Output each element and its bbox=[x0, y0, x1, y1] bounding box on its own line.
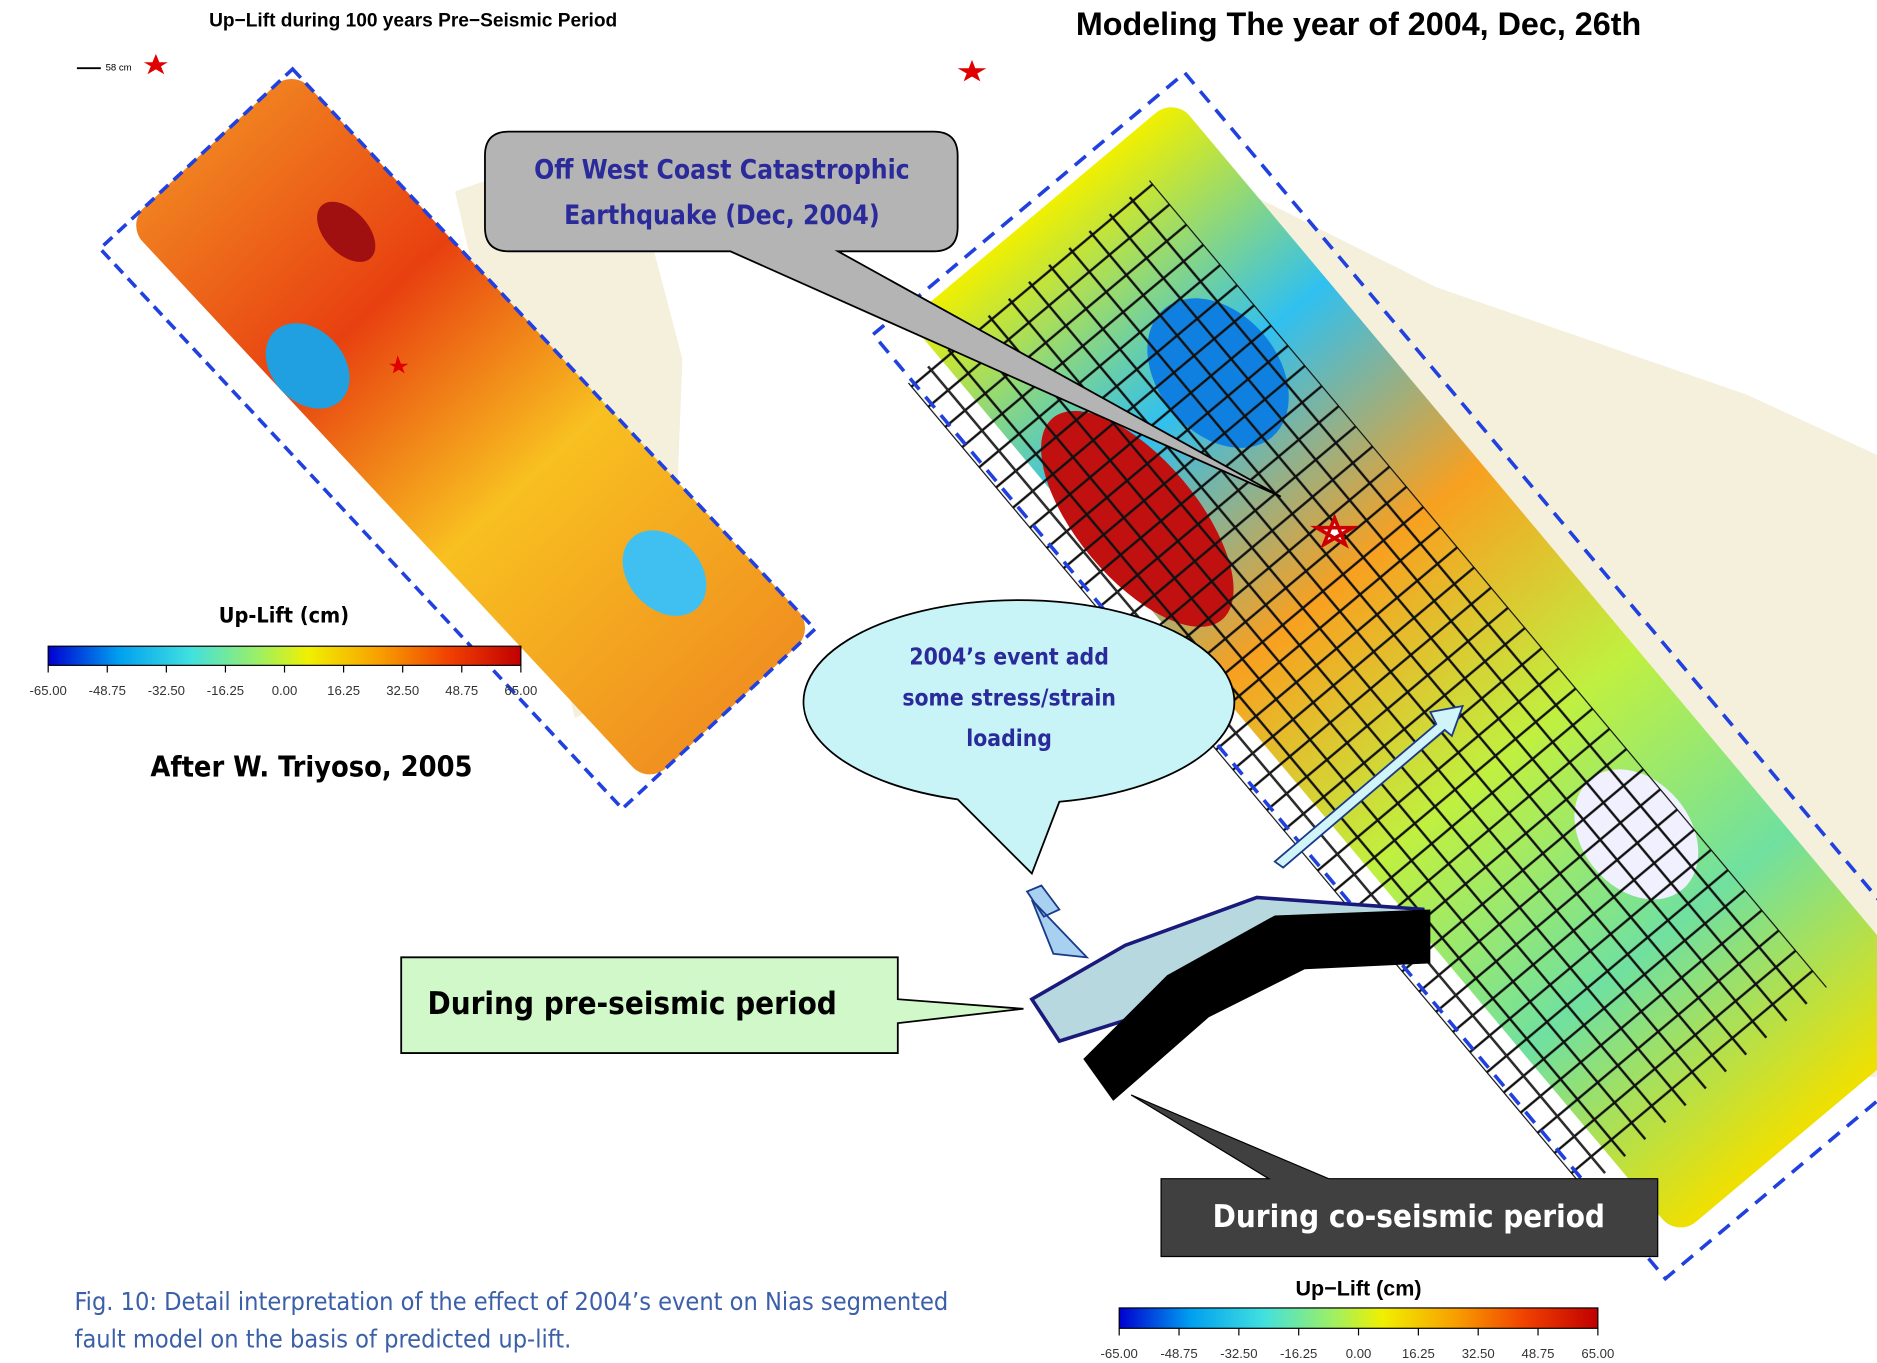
colorbar-tick-label: -32.50 bbox=[148, 683, 185, 698]
page: {"left_panel": {"title": "Up\u2212Lift d… bbox=[0, 0, 1877, 1363]
colorbar-tick-label: -16.25 bbox=[1280, 1346, 1317, 1361]
colorbar-tick-label: 32.50 bbox=[386, 683, 419, 698]
caption: fault model on the basis of predicted up… bbox=[75, 1324, 572, 1353]
colorbar-tick-label: 32.50 bbox=[1462, 1346, 1495, 1361]
caption: Fig. 10: Detail interpretation of the ef… bbox=[75, 1287, 949, 1316]
colorbar-tick-label: -48.75 bbox=[89, 683, 126, 698]
colorbar-tick-label: -48.75 bbox=[1160, 1346, 1197, 1361]
colorbar-tick-label: 0.00 bbox=[1346, 1346, 1372, 1361]
callout-text: loading bbox=[966, 726, 1052, 752]
colorbar-tick-label: -65.00 bbox=[30, 683, 67, 698]
callout-text: Off West Coast Catastrophic bbox=[534, 156, 910, 186]
epicenter-star bbox=[958, 60, 987, 82]
callout-text: During pre-seismic period bbox=[427, 986, 836, 1022]
callout-text: During co-seismic period bbox=[1213, 1199, 1605, 1235]
right-title: Modeling The year of 2004, Dec, 26th bbox=[1076, 6, 1641, 42]
colorbar-tick-label: 16.25 bbox=[327, 683, 360, 698]
colorbar-tick-label: -16.25 bbox=[207, 683, 244, 698]
colorbar-tick-label: 0.00 bbox=[272, 683, 298, 698]
colorbar-tick-label: -65.00 bbox=[1101, 1346, 1138, 1361]
colorbar bbox=[48, 646, 521, 665]
callout-text: Earthquake (Dec, 2004) bbox=[564, 201, 880, 231]
colorbar-tick-label: 65.00 bbox=[504, 683, 537, 698]
figure: 58 cm Up−Lift during 100 years Pre−Seism… bbox=[0, 0, 1877, 1363]
right-colorbar: Up−Lift (cm) -65.00 -48.75 -32.50 -16.25 0.0… bbox=[1101, 1277, 1615, 1361]
credit: After W. Triyoso, 2005 bbox=[150, 749, 472, 783]
arrow bbox=[1027, 886, 1087, 958]
colorbar-label: Up-Lift (cm) bbox=[219, 603, 349, 628]
callout-text: 2004’s event add bbox=[909, 645, 1108, 671]
colorbar-tick-label: 65.00 bbox=[1581, 1346, 1614, 1361]
colorbar-tick-label: -32.50 bbox=[1220, 1346, 1257, 1361]
scale-label: 58 cm bbox=[106, 63, 132, 74]
colorbar bbox=[1119, 1308, 1598, 1328]
colorbar-label: Up−Lift (cm) bbox=[1295, 1277, 1421, 1301]
epicenter-star bbox=[144, 54, 168, 74]
callout-text: some stress/strain bbox=[902, 685, 1116, 711]
colorbar-tick-label: 48.75 bbox=[445, 683, 478, 698]
left-colorbar: Up-Lift (cm) -65.00 -48.75 -32.50 -16.25 0.0… bbox=[30, 603, 538, 698]
colorbar-tick-label: 16.25 bbox=[1402, 1346, 1435, 1361]
colorbar-tick-label: 48.75 bbox=[1522, 1346, 1555, 1361]
left-title: Up−Lift during 100 years Pre−Seismic Per… bbox=[209, 11, 617, 32]
